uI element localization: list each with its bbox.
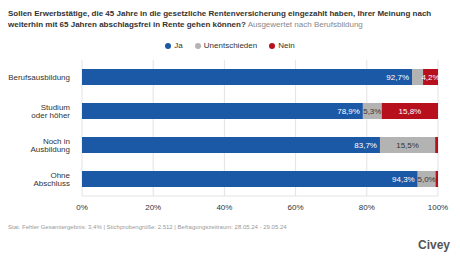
svg-text:5,0%: 5,0% bbox=[417, 175, 435, 184]
svg-text:0%: 0% bbox=[76, 203, 88, 212]
svg-text:OhneAbschluss: OhneAbschluss bbox=[34, 171, 71, 188]
html-text:Civey: Civey bbox=[418, 238, 450, 252]
svg-text:15,8%: 15,8% bbox=[399, 107, 422, 116]
svg-text:83,7%: 83,7% bbox=[354, 141, 377, 150]
svg-text:60%: 60% bbox=[288, 203, 304, 212]
svg-text:94,3%: 94,3% bbox=[392, 175, 415, 184]
html-text:Unentschieden: Unentschieden bbox=[203, 41, 258, 50]
html-text:Sollen Erwerbstätige, die 45 J: Sollen Erwerbstätige, die 45 Jahre in di… bbox=[8, 9, 432, 29]
svg-text:Berufsausbildung: Berufsausbildung bbox=[8, 73, 70, 82]
svg-text:Studiumoder höher: Studiumoder höher bbox=[31, 103, 70, 120]
svg-text:5,3%: 5,3% bbox=[363, 107, 381, 116]
svg-text:100%: 100% bbox=[428, 203, 448, 212]
svg-text:40%: 40% bbox=[216, 203, 232, 212]
html-text:Ja: Ja bbox=[174, 41, 183, 50]
svg-text:4,2%: 4,2% bbox=[421, 73, 439, 82]
svg-text:20%: 20% bbox=[145, 203, 161, 212]
html-text:Stat. Fehler Gesamtergebnis: 3: Stat. Fehler Gesamtergebnis: 3,4% | Stic… bbox=[8, 224, 287, 230]
svg-text:Noch inAusbildung: Noch inAusbildung bbox=[30, 137, 70, 154]
svg-text:15,5%: 15,5% bbox=[396, 141, 419, 150]
svg-text:78,9%: 78,9% bbox=[337, 107, 360, 116]
svg-text:92,7%: 92,7% bbox=[386, 73, 409, 82]
html-text:Nein: Nein bbox=[278, 41, 295, 50]
svg-text:80%: 80% bbox=[359, 203, 375, 212]
